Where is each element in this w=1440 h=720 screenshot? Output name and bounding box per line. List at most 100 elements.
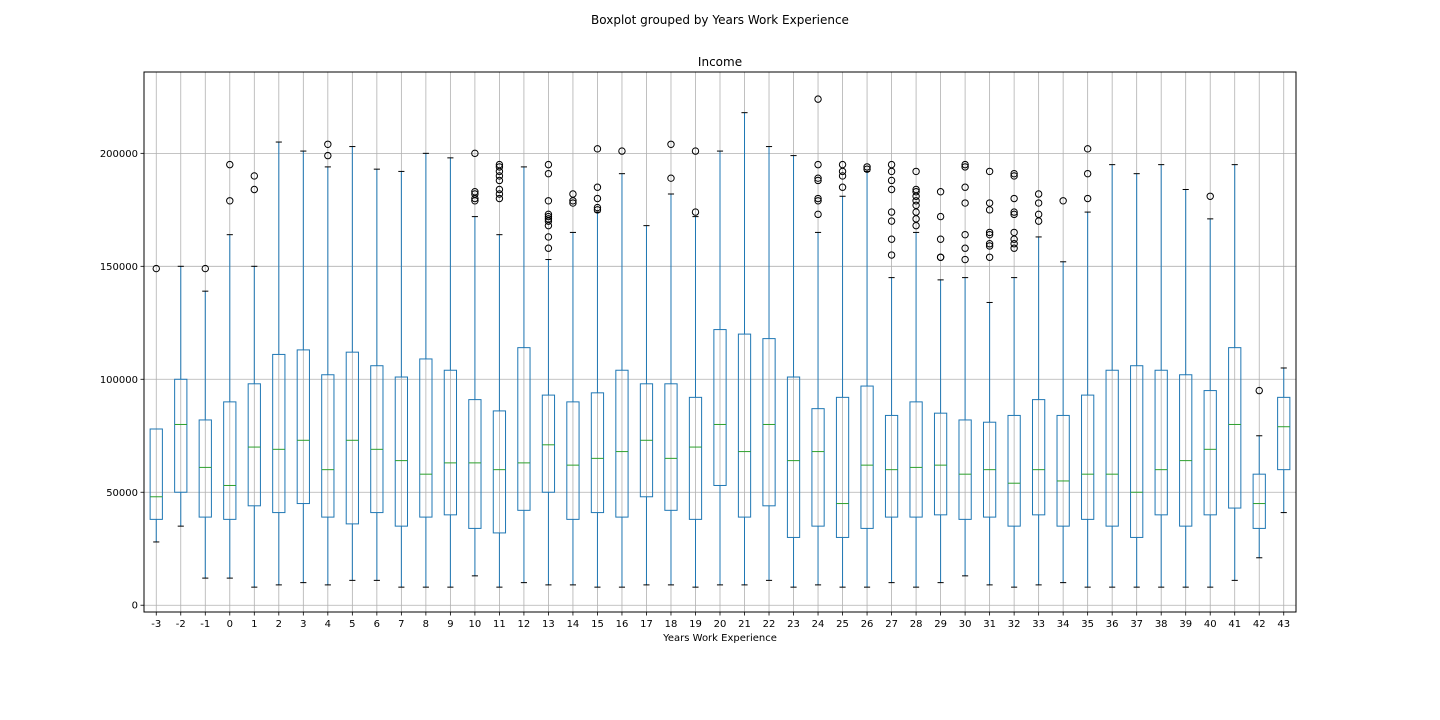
x-tick-label: 13 bbox=[542, 619, 555, 630]
x-tick-label: 5 bbox=[349, 619, 355, 630]
outlier-point bbox=[887, 208, 896, 216]
y-tick-label: 0 bbox=[132, 601, 138, 612]
outlier-point bbox=[495, 190, 504, 198]
iqr-box bbox=[1130, 365, 1144, 538]
iqr-box bbox=[884, 414, 899, 518]
x-tick-label: 23 bbox=[787, 619, 800, 630]
outlier-point bbox=[1010, 208, 1018, 216]
outlier-point bbox=[1206, 192, 1214, 200]
box-group bbox=[566, 190, 580, 586]
iqr-box bbox=[1277, 396, 1291, 471]
x-tick-label: 42 bbox=[1253, 619, 1266, 630]
x-tick-label: 37 bbox=[1130, 619, 1143, 630]
box-group bbox=[884, 160, 899, 584]
box-group bbox=[590, 145, 605, 588]
iqr-box bbox=[835, 396, 850, 538]
outlier-point bbox=[495, 194, 504, 203]
outlier-point bbox=[471, 190, 479, 198]
outlier-point bbox=[961, 163, 969, 171]
iqr-box bbox=[517, 347, 531, 511]
outlier-point bbox=[152, 264, 160, 273]
outlier-point bbox=[1010, 172, 1018, 180]
iqr-box bbox=[958, 419, 972, 520]
box-group bbox=[1032, 190, 1046, 586]
box-group bbox=[517, 166, 531, 584]
outlier-point bbox=[544, 215, 553, 223]
outlier-point bbox=[985, 253, 994, 261]
iqr-box bbox=[1179, 374, 1193, 527]
outlier-point bbox=[618, 147, 626, 155]
box-group bbox=[247, 172, 261, 588]
outlier-point bbox=[226, 197, 234, 205]
outlier-point bbox=[569, 199, 577, 207]
box-group bbox=[296, 150, 310, 584]
outlier-point bbox=[887, 160, 896, 169]
iqr-box bbox=[713, 329, 727, 486]
outlier-point bbox=[961, 230, 969, 239]
outlier-point bbox=[814, 197, 822, 205]
outlier-point bbox=[324, 151, 332, 160]
iqr-box bbox=[615, 369, 629, 518]
x-tick-label: 38 bbox=[1155, 619, 1168, 630]
x-tick-label: 7 bbox=[398, 619, 404, 630]
outlier-point bbox=[495, 185, 504, 194]
outlier-point bbox=[1083, 169, 1092, 178]
x-tick-label: 1 bbox=[251, 619, 257, 630]
box-group bbox=[394, 170, 408, 588]
outlier-point bbox=[495, 160, 504, 169]
outlier-point bbox=[544, 197, 553, 205]
outlier-point bbox=[593, 206, 602, 214]
x-tick-label: 10 bbox=[469, 619, 482, 630]
iqr-box bbox=[419, 358, 433, 518]
box-group bbox=[541, 160, 556, 586]
box-group bbox=[419, 152, 433, 588]
outlier-point bbox=[1034, 210, 1043, 219]
iqr-box bbox=[1056, 414, 1070, 527]
y-tick-label: 100000 bbox=[100, 375, 138, 386]
x-tick-label: 18 bbox=[665, 619, 678, 630]
outlier-point bbox=[985, 230, 994, 239]
x-tick-label: 22 bbox=[763, 619, 776, 630]
iqr-box bbox=[762, 338, 776, 507]
x-tick-label: 32 bbox=[1008, 619, 1021, 630]
outlier-point bbox=[814, 95, 822, 103]
x-tick-label: 33 bbox=[1032, 619, 1045, 630]
box-group bbox=[762, 146, 776, 581]
x-tick-label: -1 bbox=[200, 619, 210, 630]
iqr-box bbox=[492, 410, 507, 534]
box-group bbox=[811, 95, 825, 586]
outlier-point bbox=[569, 190, 577, 198]
outlier-point bbox=[838, 183, 847, 191]
box-group bbox=[615, 147, 629, 588]
outlier-point bbox=[814, 174, 822, 182]
iqr-box bbox=[370, 365, 384, 514]
y-axis: 0 50000 100000 150000 200000 bbox=[100, 149, 144, 612]
outlier-point bbox=[887, 251, 896, 259]
box-group bbox=[688, 147, 703, 588]
iqr-box bbox=[1154, 369, 1168, 516]
outlier-point bbox=[814, 160, 822, 169]
x-tick-label: 24 bbox=[812, 619, 825, 630]
outlier-point bbox=[814, 210, 822, 219]
outlier-point bbox=[887, 235, 896, 243]
outlier-point bbox=[936, 235, 945, 243]
box-group bbox=[835, 160, 850, 588]
outlier-point bbox=[912, 167, 920, 176]
outlier-point bbox=[471, 149, 479, 158]
outlier-point bbox=[226, 160, 234, 169]
x-tick-label: 14 bbox=[567, 619, 580, 630]
box-group bbox=[272, 141, 286, 586]
x-tick-label: -2 bbox=[176, 619, 186, 630]
y-tick-label: 200000 bbox=[100, 149, 138, 160]
iqr-box bbox=[394, 376, 408, 527]
box-group bbox=[713, 150, 727, 586]
outlier-point bbox=[201, 264, 209, 273]
x-tick-label: -3 bbox=[151, 619, 161, 630]
outlier-point bbox=[324, 140, 332, 149]
box-group bbox=[1154, 164, 1168, 588]
outlier-point bbox=[985, 199, 994, 207]
outlier-point bbox=[1010, 228, 1018, 237]
iqr-box bbox=[321, 374, 335, 518]
box-group bbox=[909, 167, 923, 588]
outlier-point bbox=[936, 188, 945, 196]
